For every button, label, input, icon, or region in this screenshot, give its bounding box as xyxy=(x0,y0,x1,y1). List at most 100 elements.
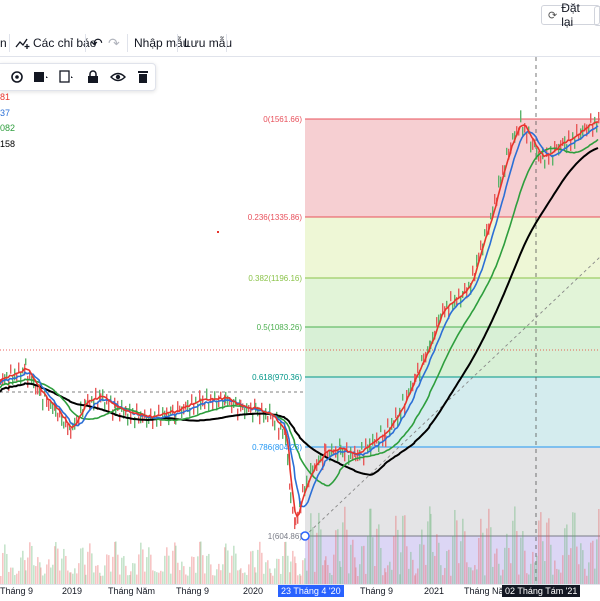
volume-bar xyxy=(39,562,41,584)
price-candle xyxy=(458,288,460,299)
price-candle xyxy=(314,463,316,471)
price-candle xyxy=(397,415,399,427)
price-candle xyxy=(70,428,72,439)
price-candle xyxy=(506,147,508,156)
volume-bar xyxy=(466,562,468,584)
fib-zone-0786-1 xyxy=(305,447,600,536)
volume-bar xyxy=(287,555,289,584)
interval-button[interactable]: n xyxy=(0,30,7,56)
volume-bar xyxy=(460,541,462,584)
reset-label: Đặt lại xyxy=(561,1,580,29)
volume-bar xyxy=(297,575,299,584)
volume-bar xyxy=(580,543,582,584)
volume-bar xyxy=(397,529,399,584)
volume-bar xyxy=(52,564,54,584)
price-candle xyxy=(121,399,123,412)
volume-bar xyxy=(95,565,97,584)
indicators-button[interactable]: Các chỉ báo xyxy=(15,30,96,56)
price-candle xyxy=(478,252,480,262)
redo-icon[interactable]: ↷ xyxy=(108,34,120,51)
trash-icon[interactable] xyxy=(134,68,152,86)
price-chart[interactable]: 0(1561.66) 0.236(1335.86) 0.382(1196.16) 0.… xyxy=(0,57,600,584)
price-candle xyxy=(584,123,586,132)
price-candle xyxy=(37,384,39,395)
xaxis-tick: 2021 xyxy=(424,586,445,596)
volume-bar xyxy=(138,554,140,584)
volume-bar xyxy=(117,554,119,584)
volume-bar xyxy=(572,512,574,584)
volume-bar xyxy=(80,548,82,584)
price-candle xyxy=(419,369,421,382)
volume-bar xyxy=(123,556,125,584)
volume-bar xyxy=(119,574,121,584)
price-candle xyxy=(586,124,588,137)
volume-bar xyxy=(498,563,500,584)
volume-bar xyxy=(170,573,172,584)
volume-bar xyxy=(235,553,237,584)
time-axis[interactable]: Tháng 9 2019 Tháng Năm Tháng 9 2020 23 T… xyxy=(0,584,600,601)
price-candle xyxy=(292,506,294,514)
fill-color-icon[interactable] xyxy=(32,68,50,86)
price-candle xyxy=(546,147,548,157)
save-template-button[interactable]: Lưu mẫu xyxy=(184,30,232,56)
settings-icon[interactable] xyxy=(8,68,26,86)
fib-zone-05-0618 xyxy=(305,327,600,377)
price-candle xyxy=(185,401,187,410)
price-candle xyxy=(472,265,474,276)
price-candle xyxy=(48,400,50,411)
clone-icon[interactable] xyxy=(58,68,76,86)
volume-bar xyxy=(160,570,162,584)
price-candle xyxy=(536,147,538,160)
volume-bar xyxy=(40,567,42,584)
undo-icon[interactable]: ↶ xyxy=(91,34,103,51)
template-button[interactable]: Nhập mẫu xyxy=(134,30,189,56)
lock-icon[interactable] xyxy=(84,68,102,86)
volume-bar xyxy=(231,555,233,584)
price-candle xyxy=(566,144,568,154)
chart-area[interactable]: 0(1561.66) 0.236(1335.86) 0.382(1196.16) 0.… xyxy=(0,57,600,584)
volume-bar xyxy=(514,506,516,584)
volume-bar xyxy=(556,568,558,584)
fullscreen-icon[interactable] xyxy=(594,6,600,26)
volume-bar xyxy=(191,556,193,584)
price-candle xyxy=(42,398,44,411)
volume-bar xyxy=(156,572,158,584)
volume-bar xyxy=(596,539,598,584)
price-candle xyxy=(179,405,181,413)
volume-bar xyxy=(312,527,314,584)
price-candle xyxy=(378,440,380,453)
volume-bar xyxy=(93,572,95,584)
volume-bar xyxy=(280,573,282,584)
volume-bar xyxy=(304,558,306,584)
volume-bar xyxy=(29,542,31,584)
volume-bar xyxy=(148,547,150,584)
volume-bar xyxy=(560,572,562,584)
volume-bar xyxy=(355,567,357,584)
price-candle xyxy=(544,159,546,169)
volume-bar xyxy=(237,570,239,584)
volume-bar xyxy=(224,547,226,584)
price-candle xyxy=(27,375,29,388)
volume-bar xyxy=(61,558,63,584)
volume-bar xyxy=(378,524,380,584)
volume-bar xyxy=(22,550,24,584)
price-candle xyxy=(289,483,291,490)
volume-bar xyxy=(50,567,52,584)
visibility-icon[interactable] xyxy=(109,68,127,86)
volume-bar xyxy=(464,531,466,584)
price-candle xyxy=(166,407,168,417)
price-candle xyxy=(204,401,206,410)
volume-bar xyxy=(548,518,550,584)
price-candle xyxy=(154,411,156,418)
volume-bar xyxy=(382,575,384,584)
volume-bar xyxy=(410,551,412,584)
reset-button[interactable]: ⟳ Đặt lại xyxy=(541,1,600,29)
price-candle xyxy=(216,400,218,411)
volume-bar xyxy=(70,572,72,584)
save-template-label: Lưu mẫu xyxy=(184,36,233,50)
volume-bar xyxy=(130,571,132,584)
volume-bar xyxy=(282,556,284,584)
price-candle xyxy=(438,314,440,327)
price-candle xyxy=(417,362,419,374)
price-candle xyxy=(170,406,172,415)
